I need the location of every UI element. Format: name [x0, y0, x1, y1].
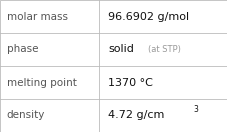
- Text: density: density: [7, 110, 45, 121]
- Text: phase: phase: [7, 44, 38, 55]
- Text: solid: solid: [108, 44, 133, 55]
- Text: 1370 °C: 1370 °C: [108, 77, 153, 88]
- Text: 4.72 g/cm: 4.72 g/cm: [108, 110, 164, 121]
- Text: 3: 3: [193, 105, 198, 114]
- Text: 96.6902 g/mol: 96.6902 g/mol: [108, 11, 189, 22]
- Text: molar mass: molar mass: [7, 11, 68, 22]
- Text: melting point: melting point: [7, 77, 76, 88]
- Text: (at STP): (at STP): [148, 45, 180, 54]
